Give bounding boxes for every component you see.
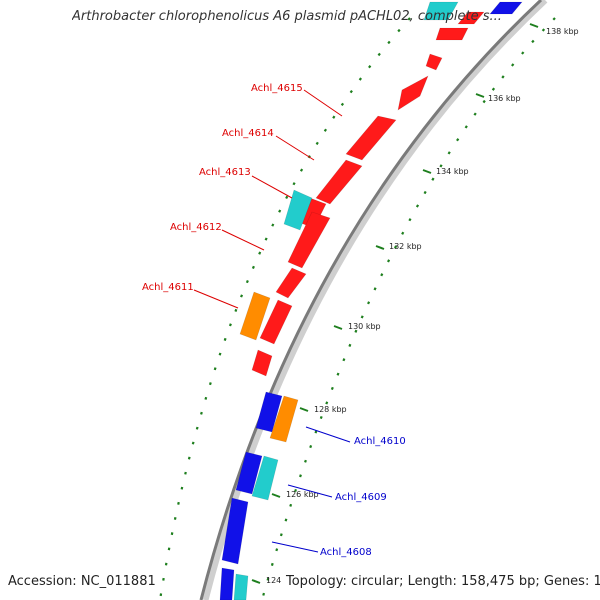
leader-line — [221, 229, 265, 251]
gene-block — [251, 455, 279, 501]
tick-label: 136 kbp — [488, 94, 521, 103]
gene-block — [287, 211, 331, 269]
gene-label: Achl_4615 — [251, 83, 303, 94]
gene-block — [259, 299, 293, 345]
gene-label: Achl_4608 — [320, 547, 372, 558]
tick-label: 130 kbp — [348, 322, 381, 331]
gene-label: Achl_4611 — [142, 282, 194, 293]
gene-block — [423, 1, 459, 21]
gene-block — [435, 27, 469, 41]
gene-block — [239, 291, 271, 341]
tick-label: 134 kbp — [436, 167, 469, 176]
gene-label: Achl_4614 — [222, 128, 274, 139]
outer-ring-dots — [260, 17, 556, 600]
gene-label: Achl_4612 — [170, 222, 222, 233]
gene-block — [489, 1, 523, 15]
gene-block — [221, 497, 249, 565]
gene-block — [283, 189, 313, 231]
tick-mark — [375, 245, 385, 250]
gene-label: Achl_4609 — [335, 492, 387, 503]
backbone-shadow — [201, 0, 548, 600]
leader-line — [251, 175, 293, 199]
topology-text: Topology: circular; Length: 158,475 bp; … — [286, 574, 600, 589]
gene-block — [457, 11, 485, 25]
leader-line — [275, 135, 315, 161]
gene-label: Achl_4610 — [354, 436, 406, 447]
tick-mark — [333, 325, 343, 330]
tick-label: 138 kbp — [546, 27, 579, 36]
tick-mark — [251, 579, 261, 584]
leader-line — [193, 289, 239, 309]
tick-label: 126 kbp — [286, 490, 319, 499]
tick-mark — [299, 407, 309, 412]
gene-block — [315, 159, 363, 205]
tick-label: 124 — [266, 576, 281, 585]
gene-block — [397, 75, 429, 111]
gene-block — [425, 53, 443, 71]
tick-mark — [475, 93, 485, 98]
leader-lines — [193, 89, 351, 553]
tick-marks: 138 kbp 136 kbp 134 kbp 132 kbp 130 kbp 128 k… — [251, 23, 579, 585]
leader-line — [271, 541, 319, 553]
tick-mark — [271, 493, 281, 498]
tick-label: 132 kbp — [389, 242, 422, 251]
map-title: Arthrobacter chlorophenolicus A6 plasmid… — [72, 9, 502, 24]
accession-text: Accession: NC_011881 — [8, 574, 156, 589]
gene-block — [275, 267, 307, 299]
gene-block — [235, 451, 263, 495]
gene-block — [345, 115, 397, 161]
gene-block — [251, 349, 273, 377]
gene-block — [269, 395, 299, 443]
leader-line — [303, 89, 343, 117]
tick-label: 128 kbp — [314, 405, 347, 414]
leader-line — [305, 426, 351, 443]
gene-features — [219, 1, 523, 600]
gene-labels: Achl_4615 Achl_4614 Achl_4613 Achl_4612 Achl… — [142, 83, 406, 558]
tick-mark — [529, 23, 539, 28]
tick-mark — [422, 169, 432, 174]
plasmid-backbone — [199, 0, 543, 600]
gene-block — [219, 567, 235, 600]
gene-label: Achl_4613 — [199, 167, 251, 178]
outer-dotted-ring — [260, 17, 556, 600]
gene-block — [233, 573, 249, 600]
leader-line — [287, 484, 333, 498]
